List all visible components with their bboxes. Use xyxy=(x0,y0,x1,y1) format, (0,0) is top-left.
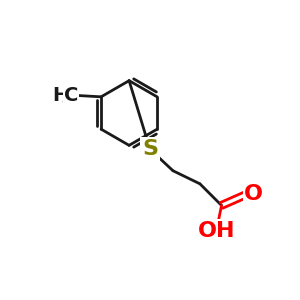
Text: C: C xyxy=(64,86,78,105)
Text: O: O xyxy=(244,184,263,204)
Text: H: H xyxy=(52,86,68,105)
Text: 3: 3 xyxy=(61,93,70,106)
Text: OH: OH xyxy=(198,221,236,241)
Text: S: S xyxy=(142,139,158,159)
